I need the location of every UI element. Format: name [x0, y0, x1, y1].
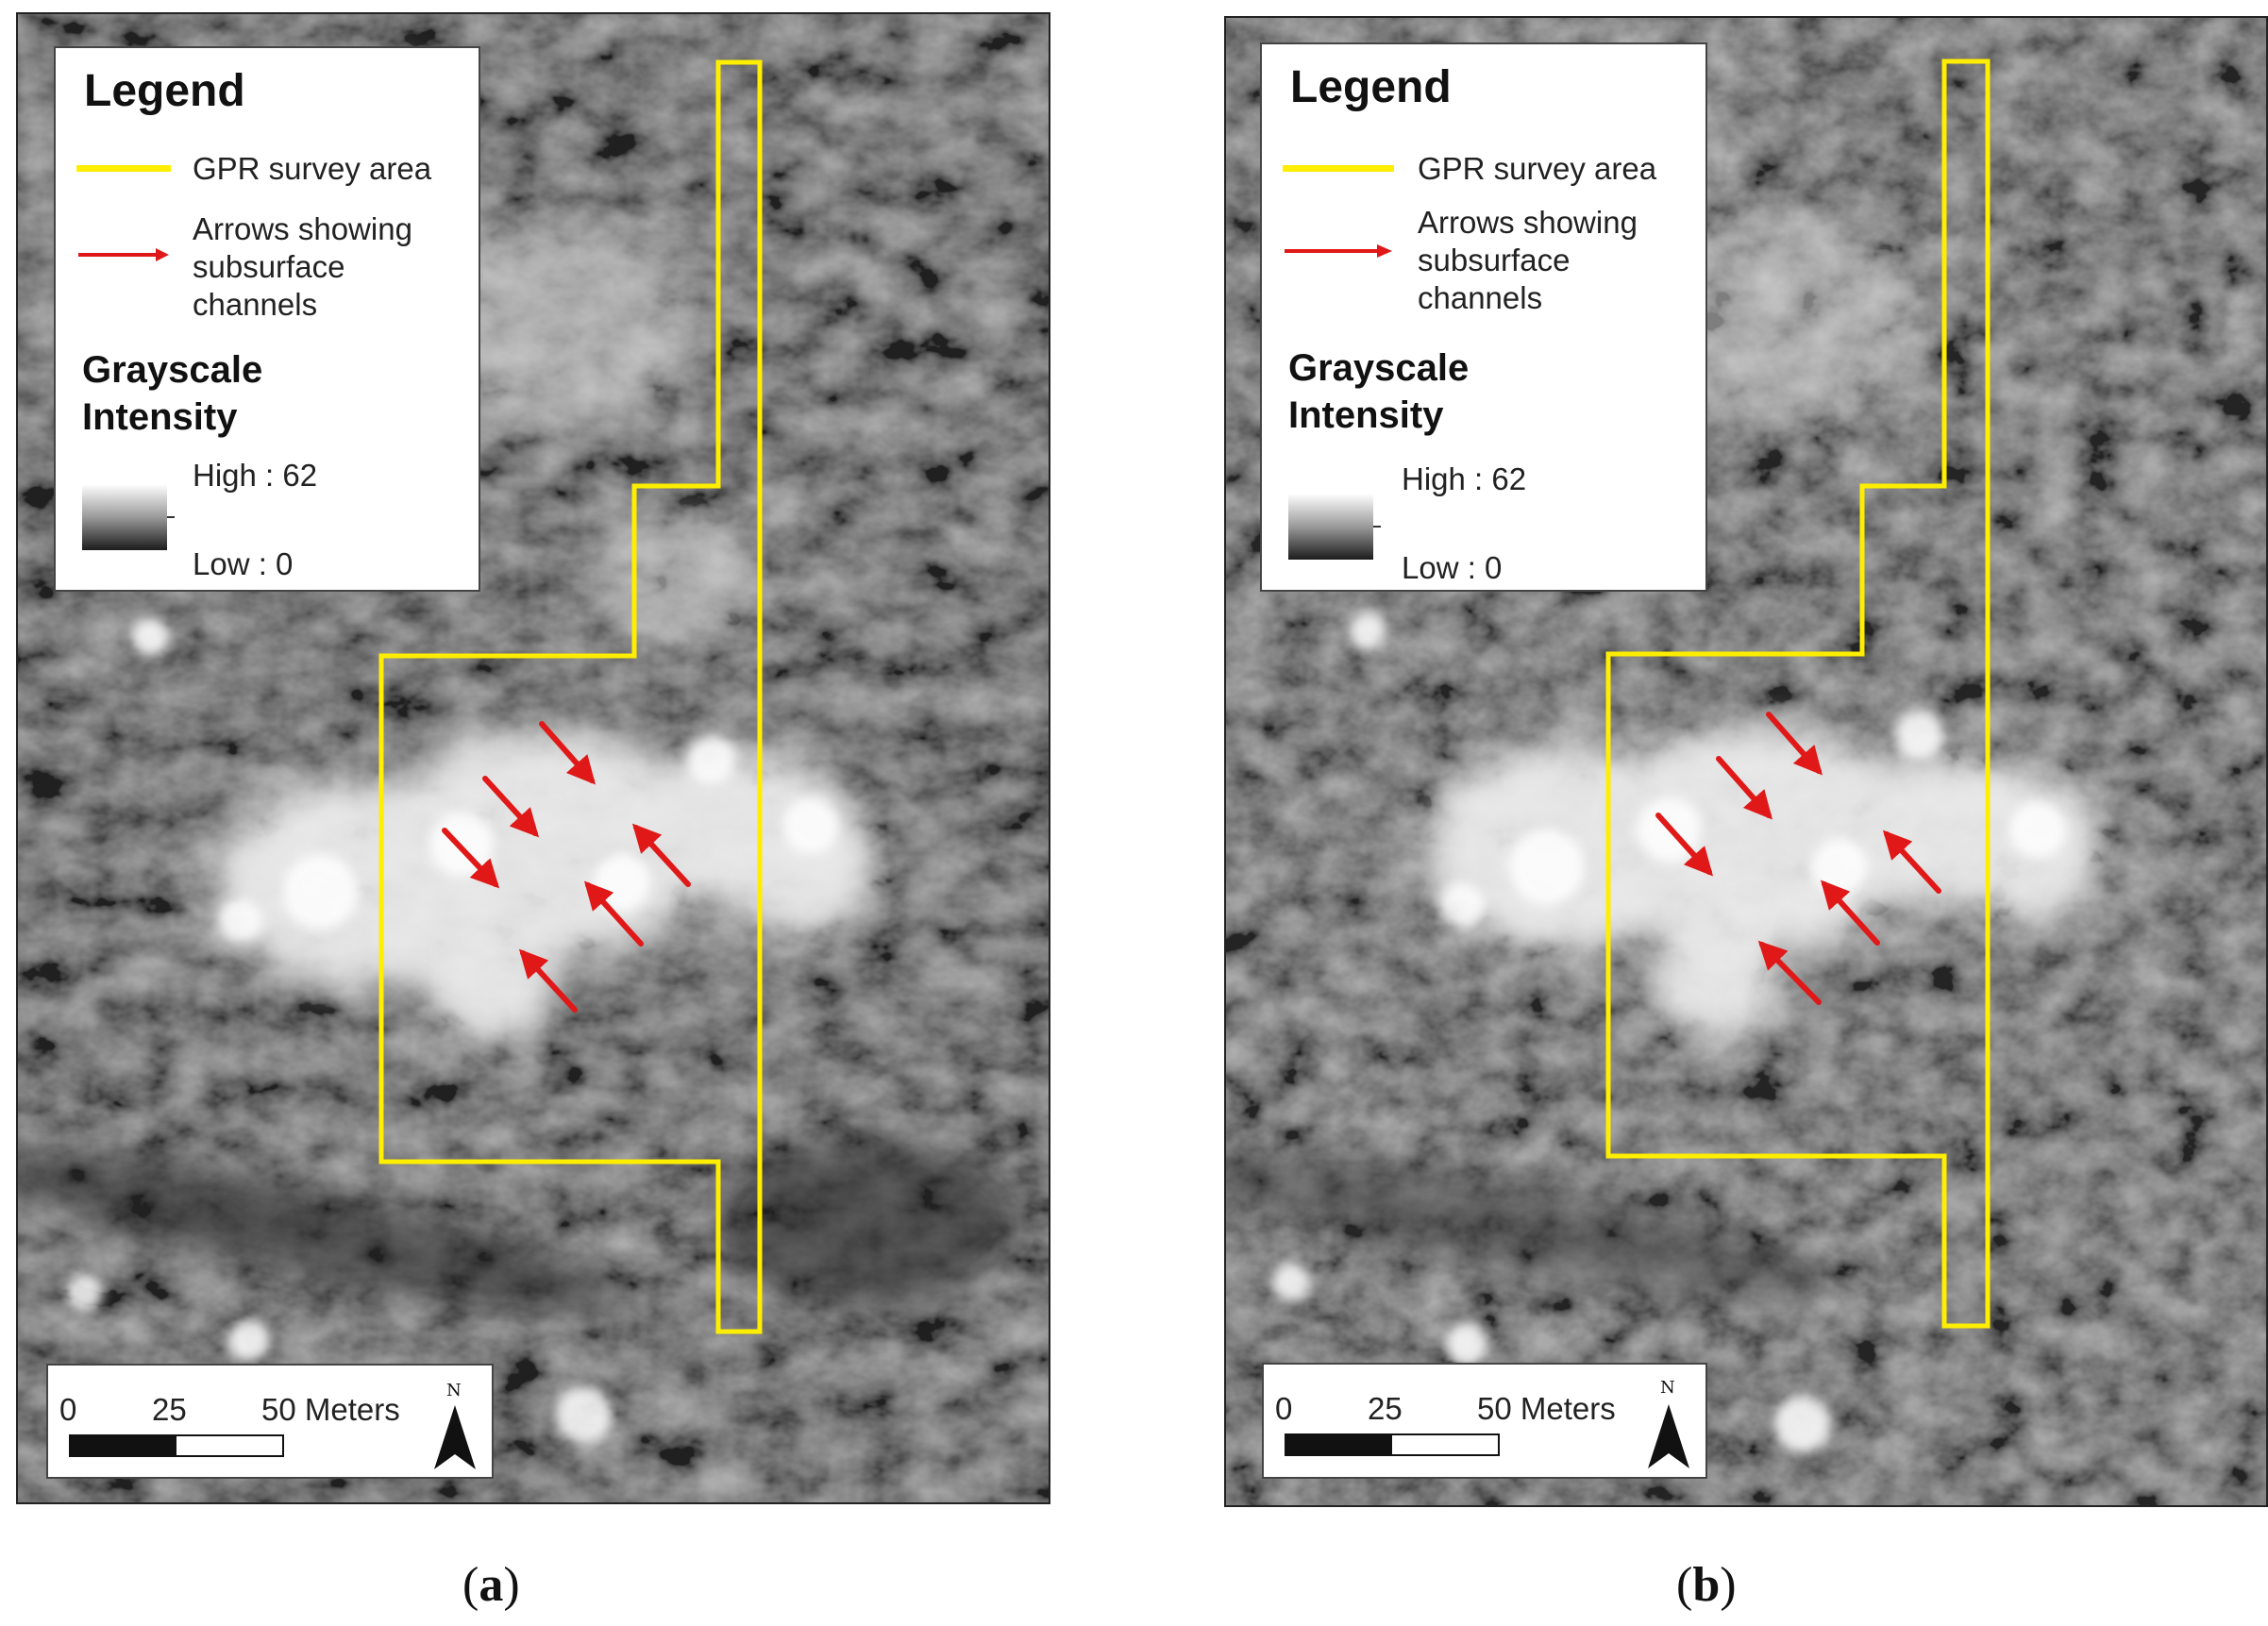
caption-b: (b): [1676, 1558, 1737, 1612]
low-value-label: Low : 0: [193, 546, 294, 581]
gpr-survey-area-outline-a: [378, 59, 763, 1334]
scale-bar-segment-1: [1285, 1433, 1392, 1456]
scale-bar-box-b: 0 25 50 Meters N: [1262, 1363, 1707, 1479]
scale-bar-segment-2: [1390, 1433, 1500, 1456]
north-label: N: [1660, 1378, 1675, 1398]
channel-arrow-icon: [442, 828, 500, 889]
channel-arrow-icon: [1655, 813, 1714, 877]
arrows-label-line-2: subsurface: [193, 249, 345, 284]
intensity-title-line-1: Grayscale: [1288, 347, 1470, 389]
survey-area-swatch: [1283, 165, 1394, 172]
grayscale-raster-b: [1226, 18, 2266, 1505]
north-arrow-icon: [1648, 1404, 1689, 1468]
arrows-label-line-1: Arrows showing: [193, 211, 412, 246]
high-value-label: High : 62: [1402, 461, 1527, 496]
grayscale-ramp: [82, 484, 167, 550]
caption-letter-a: a: [479, 1558, 504, 1612]
arrows-label-line-3: channels: [1418, 280, 1543, 315]
scale-bar-segment-2: [175, 1434, 284, 1457]
north-label: N: [446, 1381, 462, 1400]
channel-arrow-icon: [1757, 940, 1822, 1005]
channel-arrow-icon: [539, 721, 596, 785]
channel-arrow-icon: [1716, 756, 1772, 820]
intensity-title-line-2: Intensity: [1288, 394, 1444, 436]
intensity-title-line-2: Intensity: [82, 396, 238, 438]
arrows-label-line-2: subsurface: [1418, 243, 1571, 277]
channel-arrows-a: [442, 721, 691, 1013]
legend-b: Legend GPR survey area Arrows showing su…: [1260, 42, 1707, 592]
scale-tick-25: 25: [1368, 1391, 1403, 1426]
survey-area-label: GPR survey area: [1418, 151, 1657, 186]
channel-arrow-icon: [518, 948, 578, 1013]
caption-a: (a): [462, 1558, 520, 1612]
channel-arrow-icon: [1285, 244, 1392, 258]
survey-area-swatch: [76, 165, 171, 172]
scale-tick-50: 50 Meters: [1477, 1391, 1616, 1426]
legend-a: Legend GPR survey area Arrows showing su…: [54, 46, 480, 592]
channel-arrows-b: [1655, 712, 1941, 1005]
scale-tick-0: 0: [59, 1392, 77, 1427]
channel-arrow-icon: [482, 776, 540, 838]
intensity-title-line-1: Grayscale: [82, 349, 263, 391]
scale-tick-0: 0: [1275, 1391, 1293, 1426]
scale-bar-segment-1: [69, 1434, 176, 1457]
survey-area-label: GPR survey area: [193, 151, 432, 186]
channel-arrow-icon: [631, 823, 691, 887]
map-overlay-b: [1605, 59, 1991, 1329]
caption-letter-b: b: [1692, 1558, 1721, 1612]
map-panel-b: Legend GPR survey area Arrows showing su…: [1224, 16, 2268, 1507]
legend-title: Legend: [84, 66, 245, 116]
map-overlay-a: [378, 59, 763, 1334]
channel-arrow-icon: [583, 880, 644, 947]
channel-arrow-icon: [1820, 880, 1880, 946]
channel-arrow-icon: [1882, 830, 1941, 894]
scale-tick-25: 25: [152, 1392, 187, 1427]
gpr-survey-area-outline-b: [1605, 59, 1991, 1329]
channel-arrow-icon: [78, 248, 169, 261]
north-arrow-icon: [434, 1405, 476, 1469]
scale-bar-box-a: 0 25 50 Meters N: [46, 1364, 494, 1479]
arrows-label-line-1: Arrows showing: [1418, 205, 1638, 240]
channel-arrow-icon: [1766, 712, 1823, 776]
high-value-label: High : 62: [193, 458, 318, 493]
map-panel-a: Legend GPR survey area Arrows showing su…: [16, 12, 1050, 1504]
grayscale-raster-a: [18, 14, 1049, 1502]
scale-tick-50: 50 Meters: [261, 1392, 400, 1427]
arrows-label-line-3: channels: [193, 287, 318, 322]
grayscale-ramp: [1288, 494, 1373, 560]
legend-title: Legend: [1290, 62, 1452, 112]
low-value-label: Low : 0: [1402, 550, 1503, 585]
